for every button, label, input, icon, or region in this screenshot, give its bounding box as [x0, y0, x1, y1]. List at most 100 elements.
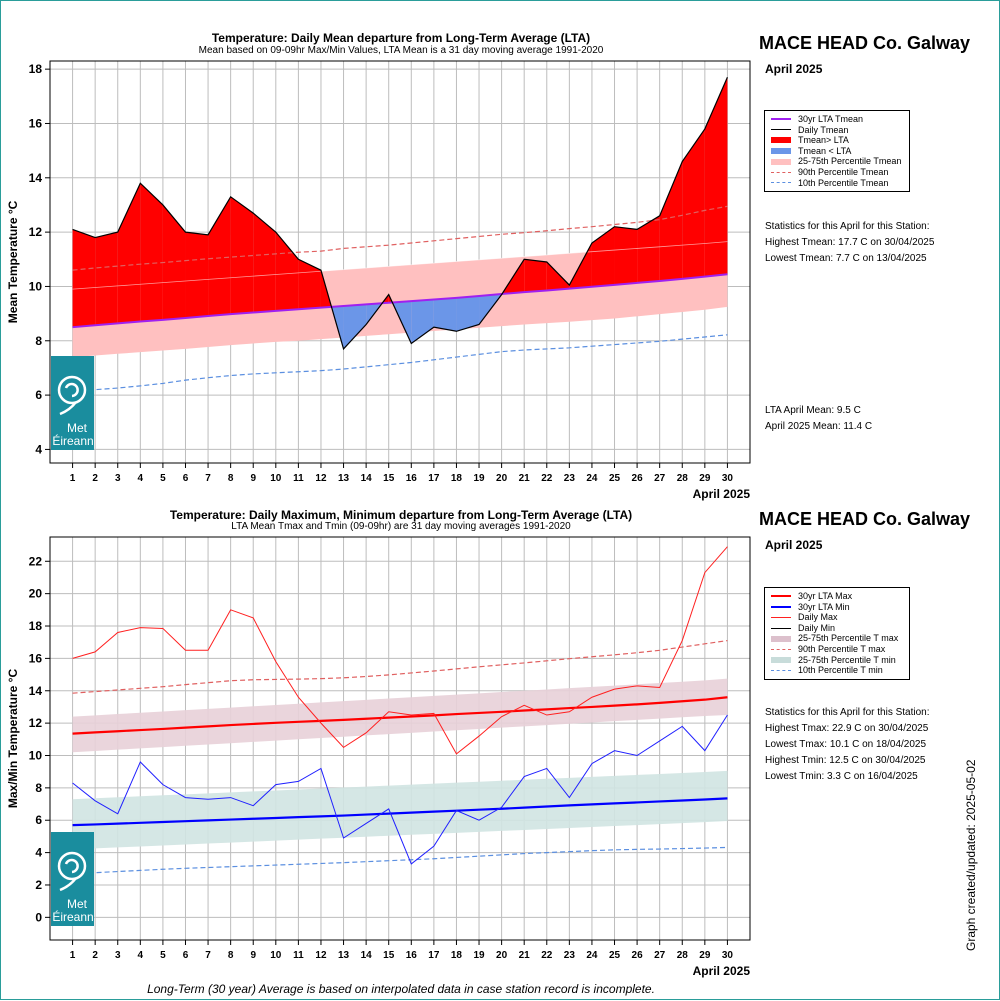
- x-tick-label: 10: [270, 473, 282, 484]
- legend-item: 90th Percentile T max: [765, 644, 909, 655]
- x-tick-label: 17: [428, 950, 440, 961]
- x-tick-label: 19: [473, 950, 485, 961]
- chart1-means: LTA April Mean: 9.5 C April 2025 Mean: 1…: [765, 403, 872, 435]
- legend-item: 25-75th Percentile T min: [765, 655, 909, 666]
- legend-label: Tmean < LTA: [798, 146, 851, 157]
- legend-label: Daily Min: [798, 623, 835, 634]
- fill-above-lta: [95, 232, 118, 325]
- fill-above-lta: [253, 213, 276, 312]
- x-tick-label: 25: [609, 950, 621, 961]
- x-tick-label: 27: [654, 950, 666, 961]
- chart1-stats: Statistics for this April for this Stati…: [765, 219, 934, 267]
- x-tick-label: 18: [451, 950, 463, 961]
- y-tick-label: 22: [29, 554, 43, 568]
- x-tick-label: 19: [473, 473, 485, 484]
- legend-swatch: [771, 657, 791, 663]
- legend-swatch: [771, 172, 791, 173]
- y-tick-label: 14: [29, 171, 43, 185]
- updated-date: Graph created/updated: 2025-05-02: [964, 760, 978, 951]
- legend-label: Tmean> LTA: [798, 135, 849, 146]
- x-tick-label: 22: [541, 950, 553, 961]
- legend-swatch: [771, 118, 791, 120]
- fill-below-lta: [344, 304, 367, 349]
- legend-item: 30yr LTA Max: [765, 591, 909, 602]
- fill-below-lta: [434, 298, 457, 331]
- x-tick-label: 15: [383, 950, 395, 961]
- y-tick-label: 8: [35, 781, 42, 795]
- footnote: Long-Term (30 year) Average is based on …: [1, 982, 801, 996]
- legend-label: 90th Percentile T max: [798, 644, 885, 655]
- stat-line: Highest Tmax: 22.9 C on 30/04/2025: [765, 721, 930, 737]
- x-tick-label: 6: [183, 473, 189, 484]
- x-tick-label: 6: [183, 950, 189, 961]
- x-tick-label: 21: [519, 473, 531, 484]
- x-axis-label: April 2025: [693, 964, 751, 978]
- x-tick-label: 12: [315, 473, 327, 484]
- x-tick-label: 23: [564, 950, 576, 961]
- y-tick-label: 10: [29, 279, 43, 293]
- x-tick-label: 9: [250, 950, 256, 961]
- x-tick-label: 5: [160, 473, 166, 484]
- stat-line: Lowest Tmean: 7.7 C on 13/04/2025: [765, 251, 934, 267]
- x-tick-label: 8: [228, 950, 234, 961]
- x-tick-label: 29: [699, 473, 711, 484]
- x-tick-label: 23: [564, 473, 576, 484]
- y-tick-label: 0: [35, 910, 42, 924]
- x-tick-label: 2: [92, 950, 98, 961]
- month-mean: April 2025 Mean: 11.4 C: [765, 419, 872, 435]
- fill-above-lta: [524, 259, 547, 292]
- x-tick-label: 2: [92, 473, 98, 484]
- legend-item: Tmean> LTA: [765, 135, 909, 146]
- logo-text-eireann: Éireann: [52, 433, 93, 448]
- x-tick-label: 3: [115, 473, 121, 484]
- fill-above-lta: [660, 162, 683, 282]
- fill-above-lta: [118, 183, 141, 323]
- legend-item: 25-75th Percentile Tmean: [765, 156, 909, 167]
- x-tick-label: 16: [406, 473, 418, 484]
- legend-item: 10th Percentile T min: [765, 665, 909, 676]
- x-tick-label: 18: [451, 473, 463, 484]
- legend-label: Daily Max: [798, 612, 838, 623]
- y-tick-label: 8: [35, 334, 42, 348]
- legend-item: 30yr LTA Tmean: [765, 114, 909, 125]
- percentile-band-tmax: [73, 679, 728, 753]
- x-tick-label: 5: [160, 950, 166, 961]
- x-tick-label: 17: [428, 473, 440, 484]
- legend-label: Daily Tmean: [798, 125, 848, 136]
- legend-label: 30yr LTA Max: [798, 591, 852, 602]
- x-tick-label: 1: [70, 950, 76, 961]
- series-10th-percentile-tmin: [73, 847, 728, 873]
- x-tick-label: 14: [361, 950, 373, 961]
- x-tick-label: 8: [228, 473, 234, 484]
- x-tick-label: 15: [383, 473, 395, 484]
- stat-line: Highest Tmean: 17.7 C on 30/04/2025: [765, 235, 934, 251]
- fill-above-lta: [276, 232, 299, 311]
- y-tick-label: 4: [35, 846, 42, 860]
- x-tick-label: 13: [338, 950, 350, 961]
- x-tick-label: 13: [338, 473, 350, 484]
- x-tick-label: 7: [205, 473, 211, 484]
- x-axis-label: April 2025: [693, 487, 751, 501]
- y-axis-label: Max/Min Temperature °C: [6, 669, 20, 809]
- legend-label: 30yr LTA Min: [798, 602, 850, 613]
- y-axis-label: Mean Temperature °C: [6, 200, 20, 323]
- stats-heading-1: Statistics for this April for this Stati…: [765, 219, 934, 235]
- x-tick-label: 27: [654, 473, 666, 484]
- x-tick-label: 4: [138, 950, 144, 961]
- fill-above-lta: [163, 205, 186, 320]
- y-tick-label: 6: [35, 388, 42, 402]
- legend-swatch: [771, 595, 791, 597]
- legend-label: 25-75th Percentile Tmean: [798, 156, 901, 167]
- fill-above-lta: [298, 259, 321, 309]
- y-tick-label: 12: [29, 225, 43, 239]
- y-tick-label: 10: [29, 748, 43, 762]
- x-tick-label: 9: [250, 473, 256, 484]
- legend-item: Daily Tmean: [765, 125, 909, 136]
- fill-above-lta: [637, 216, 660, 283]
- x-tick-label: 28: [677, 473, 689, 484]
- legend-swatch: [771, 617, 791, 618]
- y-tick-label: 16: [29, 651, 43, 665]
